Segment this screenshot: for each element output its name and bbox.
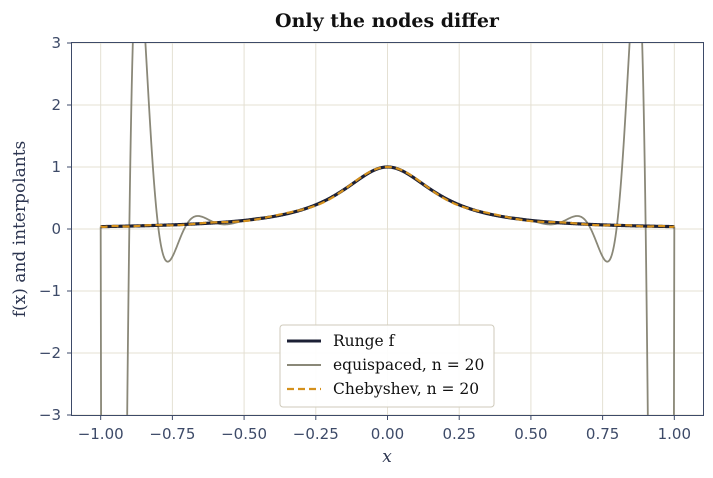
y-tick-label: 2 [51,96,61,114]
x-tick-label: 1.00 [658,425,691,443]
y-tick-label: 0 [51,220,61,238]
legend: Runge f equispaced, n = 20 Chebyshev, n … [279,324,495,408]
x-tick-label: 0.50 [514,425,547,443]
legend-box [279,324,495,408]
series-line-chebyshev [100,165,675,229]
chart-title: Only the nodes differ [275,10,500,32]
x-tick-label: 0.75 [586,425,619,443]
y-axis-label: f(x) and interpolants [10,141,30,318]
x-tick-label: −0.25 [293,425,339,443]
x-axis-label: x [382,447,392,467]
y-tick-label: 3 [51,34,61,52]
x-tick-label: −0.50 [221,425,267,443]
legend-label-equispaced: equispaced, n = 20 [333,356,484,374]
x-tick-label: 0.25 [443,425,476,443]
legend-label-runge: Runge f [333,332,396,350]
x-tick-label: 0.00 [371,425,404,443]
y-tick-label: 1 [51,158,61,176]
x-tick-label: −1.00 [78,425,124,443]
legend-label-chebyshev: Chebyshev, n = 20 [333,380,479,398]
plot-curves [99,43,676,415]
y-tick-label: −3 [39,406,61,424]
x-tick-label: −0.75 [149,425,195,443]
axis-ticks: −1.00 −0.75 −0.50 −0.25 0.00 0.25 0.50 0.75 1.00… [39,34,691,443]
y-tick-label: −2 [39,344,61,362]
y-tick-label: −1 [39,282,61,300]
